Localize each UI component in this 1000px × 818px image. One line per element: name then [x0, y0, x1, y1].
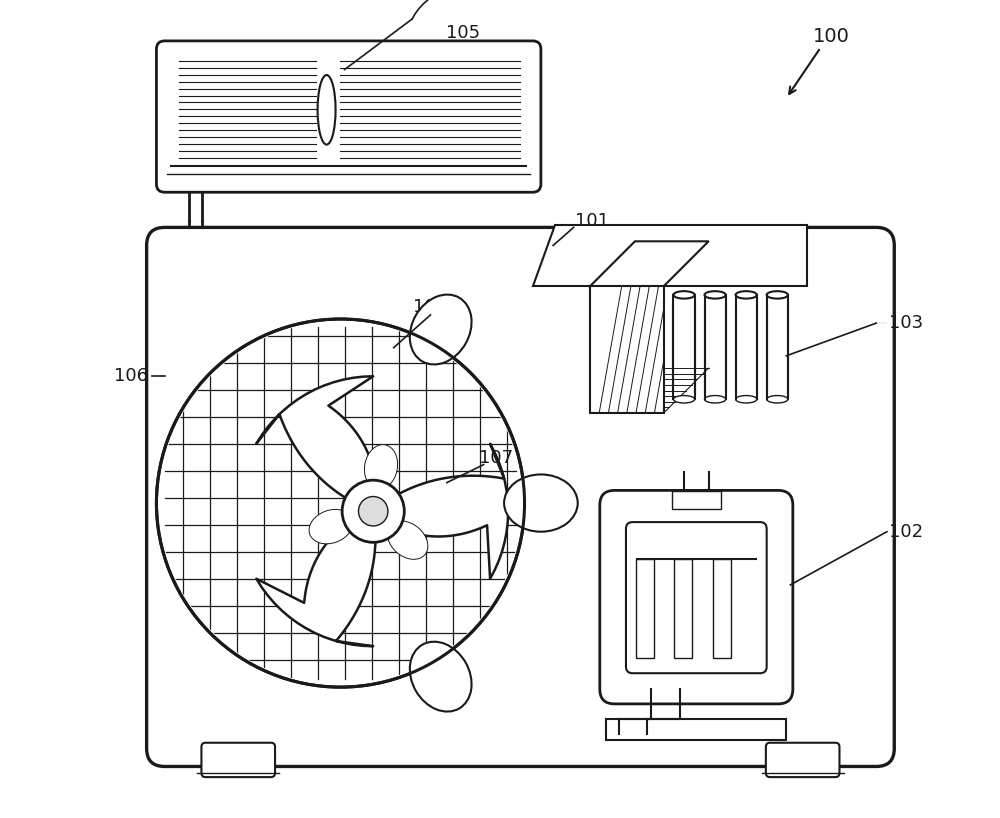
Polygon shape	[256, 523, 375, 646]
Bar	[674, 559, 692, 658]
Bar	[713, 559, 731, 658]
Ellipse shape	[673, 291, 695, 299]
Text: 106: 106	[114, 367, 148, 385]
FancyBboxPatch shape	[156, 41, 541, 192]
Ellipse shape	[736, 396, 757, 403]
Ellipse shape	[410, 641, 472, 712]
Ellipse shape	[736, 291, 757, 299]
Polygon shape	[590, 241, 709, 286]
Polygon shape	[533, 225, 807, 286]
Text: 101: 101	[575, 212, 609, 230]
Ellipse shape	[364, 445, 398, 489]
Circle shape	[156, 319, 525, 687]
Ellipse shape	[318, 75, 336, 145]
Circle shape	[358, 497, 388, 526]
Text: 100: 100	[813, 27, 850, 47]
Ellipse shape	[705, 291, 726, 299]
Ellipse shape	[673, 396, 695, 403]
Ellipse shape	[410, 294, 472, 365]
Polygon shape	[395, 443, 508, 579]
Ellipse shape	[309, 510, 353, 544]
FancyBboxPatch shape	[201, 743, 275, 777]
Polygon shape	[590, 286, 664, 413]
Text: 107: 107	[479, 449, 513, 467]
Circle shape	[342, 480, 404, 542]
Ellipse shape	[387, 521, 428, 560]
Text: 105: 105	[446, 24, 480, 42]
FancyBboxPatch shape	[147, 227, 894, 766]
Polygon shape	[256, 376, 375, 500]
Ellipse shape	[504, 474, 578, 532]
FancyBboxPatch shape	[600, 490, 793, 703]
Bar	[606, 720, 786, 739]
Text: 104: 104	[413, 298, 448, 316]
Text: 103: 103	[889, 314, 923, 332]
Ellipse shape	[767, 291, 788, 299]
Text: 102: 102	[889, 523, 923, 541]
Ellipse shape	[767, 396, 788, 403]
Bar	[672, 491, 721, 509]
FancyBboxPatch shape	[766, 743, 839, 777]
Bar	[636, 559, 654, 658]
FancyBboxPatch shape	[626, 522, 767, 673]
Ellipse shape	[705, 396, 726, 403]
